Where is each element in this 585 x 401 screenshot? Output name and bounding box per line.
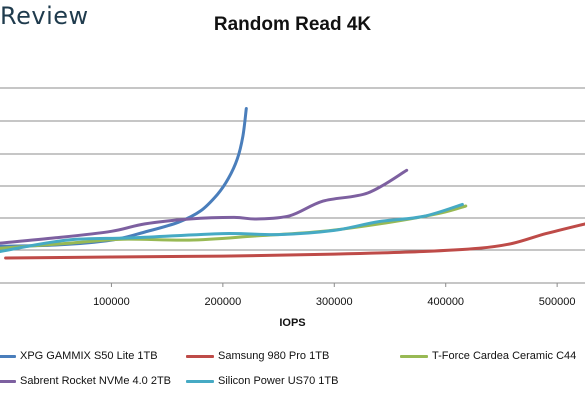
x-axis-label: IOPS — [279, 317, 306, 329]
legend-label-xpg: XPG GAMMIX S50 Lite 1TB — [20, 350, 158, 362]
legend-label-siliconpower: Silicon Power US70 1TB — [218, 375, 339, 387]
legend-item-samsung: Samsung 980 Pro 1TB — [186, 350, 329, 362]
brand-logo-text: Review — [0, 2, 89, 30]
series-line-siliconpower — [0, 202, 464, 253]
series-line-tforce — [0, 204, 468, 250]
legend-label-sabrent: Sabrent Rocket NVMe 4.0 2TB — [20, 375, 172, 387]
series-line-samsung — [4, 222, 585, 260]
legend-swatch-tforce — [400, 354, 428, 358]
legend-label-samsung: Samsung 980 Pro 1TB — [218, 350, 330, 362]
legend-item-siliconpower: Silicon Power US70 1TB — [186, 375, 338, 387]
x-tick-label: 200000 — [204, 296, 241, 308]
legend-swatch-xpg — [0, 354, 16, 358]
x-tick-label: 300000 — [316, 296, 353, 308]
legend-item-xpg: XPG GAMMIX S50 Lite 1TB — [0, 350, 158, 362]
series-line-sabrent — [0, 168, 409, 245]
legend-item-sabrent: Sabrent Rocket NVMe 4.0 2TB — [0, 375, 171, 387]
legend-swatch-samsung — [186, 354, 214, 358]
legend-swatch-sabrent — [0, 379, 16, 383]
chart-title: Random Read 4K — [213, 14, 372, 35]
legend-label-tforce: T-Force Cardea Ceramic C44 — [432, 350, 577, 362]
x-tick-label: 400000 — [427, 296, 464, 308]
legend-item-tforce: T-Force Cardea Ceramic C44 — [400, 350, 576, 362]
legend-swatch-siliconpower — [186, 379, 214, 383]
x-tick-label: 500000 — [539, 296, 576, 308]
series-line-xpg — [0, 107, 248, 248]
x-tick-label: 100000 — [93, 296, 130, 308]
